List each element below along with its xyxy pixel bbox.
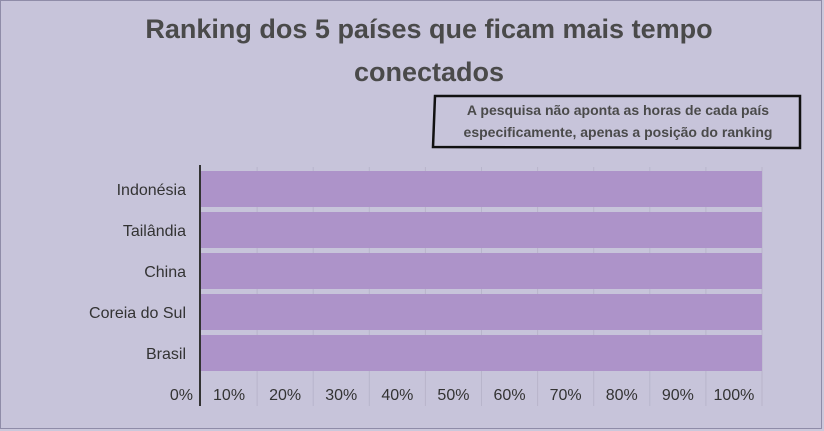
bars [201, 171, 762, 371]
bar [201, 171, 762, 207]
category-label: Indonésia [117, 182, 186, 199]
annotation-note: A pesquisa não aponta as horas de cada p… [431, 94, 802, 150]
x-tick-label: 10% [213, 387, 245, 404]
bar [201, 335, 762, 371]
x-tick-label: 70% [550, 387, 582, 404]
annotation-line-1: A pesquisa não aponta as horas de cada p… [467, 102, 769, 118]
x-tick-label: 50% [437, 387, 469, 404]
bar [201, 253, 762, 289]
category-label: China [144, 264, 186, 281]
x-tick-label: 20% [269, 387, 301, 404]
annotation-box [431, 94, 802, 150]
category-label: Coreia do Sul [89, 305, 186, 322]
x-axis-tick-labels: 0% 10% 20% 30% 40% 50% 60% 70% 80% 90% 100% [170, 387, 755, 404]
x-tick-label: 60% [494, 387, 526, 404]
category-label: Brasil [146, 346, 186, 363]
x-tick-label: 0% [170, 387, 193, 404]
bar [201, 212, 762, 248]
chart-title-line-1: Ranking dos 5 países que ficam mais temp… [145, 14, 712, 44]
bar [201, 294, 762, 330]
category-label: Tailândia [123, 223, 186, 240]
x-tick-label: 40% [381, 387, 413, 404]
x-tick-label: 80% [606, 387, 638, 404]
x-tick-label: 90% [662, 387, 694, 404]
x-tick-label: 30% [325, 387, 357, 404]
x-tick-label: 100% [713, 387, 754, 404]
category-labels: Indonésia Tailândia China Coreia do Sul Bras… [89, 182, 186, 363]
annotation-line-2: especificamente, apenas a posição do ran… [464, 124, 773, 140]
chart-title-line-2: conectados [354, 57, 504, 87]
